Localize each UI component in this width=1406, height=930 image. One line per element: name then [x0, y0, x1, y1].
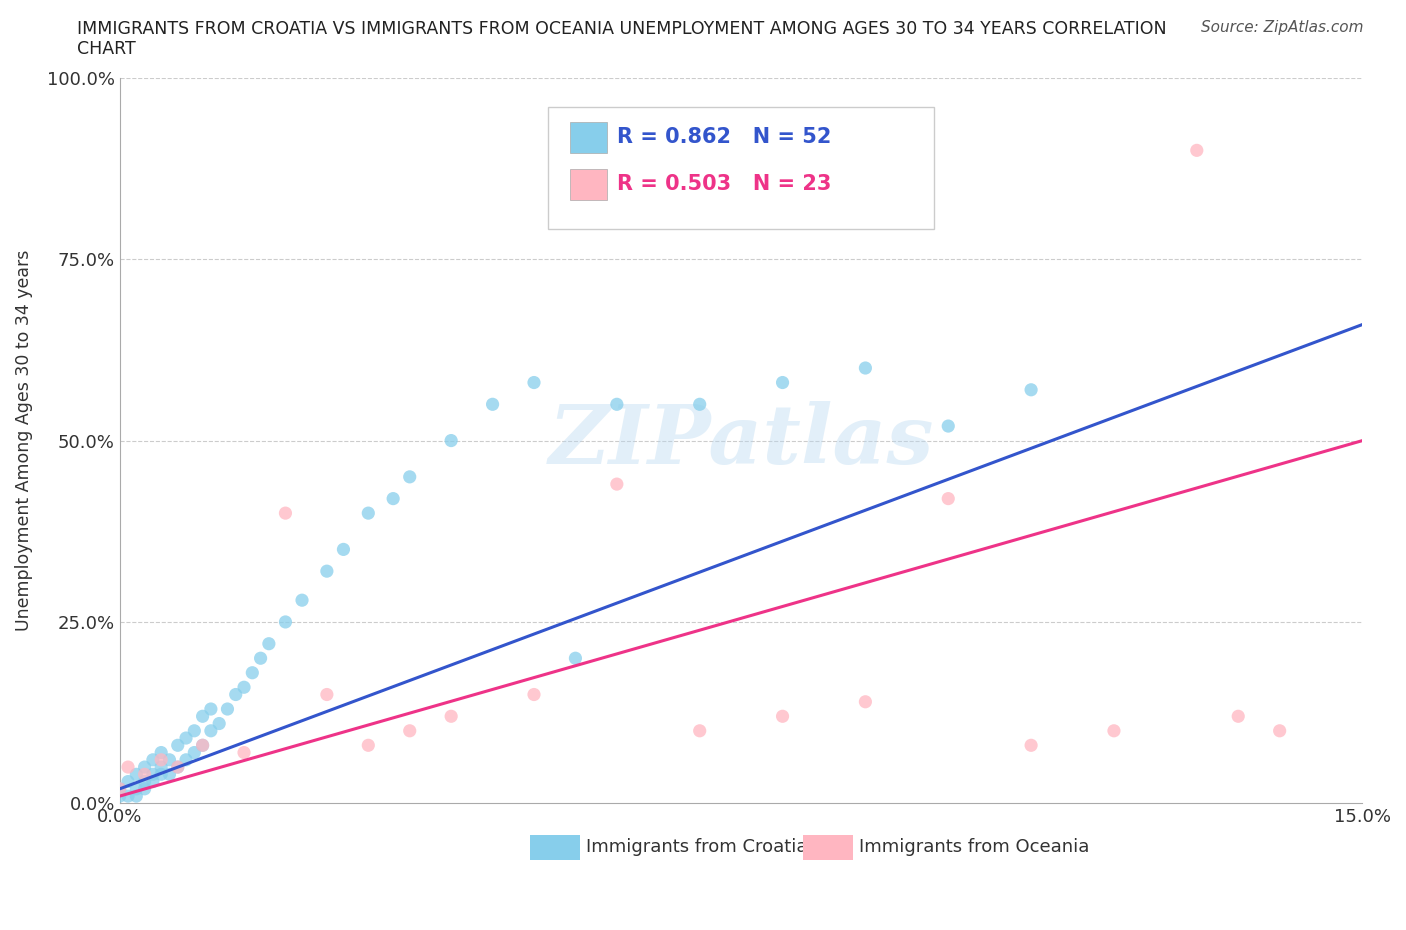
Point — [772, 709, 794, 724]
Point — [240, 665, 263, 680]
Point — [134, 774, 156, 789]
Point — [166, 737, 188, 752]
Point — [315, 687, 337, 702]
Point — [142, 752, 165, 767]
Point — [1185, 143, 1208, 158]
Point — [689, 397, 711, 412]
Point — [125, 789, 148, 804]
Point — [125, 767, 148, 782]
Point — [150, 760, 173, 775]
Point — [174, 752, 197, 767]
Bar — [803, 834, 853, 860]
Point — [134, 767, 156, 782]
Point — [523, 375, 546, 390]
Point — [208, 716, 231, 731]
Point — [150, 767, 173, 782]
Point — [1102, 724, 1125, 738]
Point — [249, 651, 271, 666]
Point — [936, 491, 959, 506]
Point — [191, 737, 214, 752]
Point — [357, 506, 380, 521]
Point — [142, 767, 165, 782]
Point — [772, 375, 794, 390]
Point — [274, 615, 297, 630]
Point — [1268, 724, 1291, 738]
Text: Immigrants from Croatia: Immigrants from Croatia — [586, 838, 807, 856]
Point — [855, 361, 877, 376]
Point — [225, 687, 247, 702]
Text: IMMIGRANTS FROM CROATIA VS IMMIGRANTS FROM OCEANIA UNEMPLOYMENT AMONG AGES 30 TO: IMMIGRANTS FROM CROATIA VS IMMIGRANTS FR… — [77, 20, 1167, 38]
Point — [159, 752, 181, 767]
Point — [117, 760, 139, 775]
Point — [332, 542, 354, 557]
Point — [1019, 737, 1042, 752]
Point — [191, 737, 214, 752]
Point — [440, 709, 463, 724]
Bar — [530, 834, 579, 860]
Point — [936, 418, 959, 433]
Text: Source: ZipAtlas.com: Source: ZipAtlas.com — [1201, 20, 1364, 35]
Bar — [569, 169, 607, 200]
Point — [257, 636, 280, 651]
Point — [291, 592, 314, 607]
Y-axis label: Unemployment Among Ages 30 to 34 years: Unemployment Among Ages 30 to 34 years — [15, 250, 32, 631]
Point — [166, 760, 188, 775]
Point — [166, 760, 188, 775]
Point — [159, 767, 181, 782]
Point — [382, 491, 405, 506]
Point — [606, 397, 628, 412]
Point — [134, 781, 156, 796]
Point — [398, 724, 420, 738]
Point — [564, 651, 586, 666]
Point — [689, 724, 711, 738]
Point — [855, 695, 877, 710]
Point — [1019, 382, 1042, 397]
Point — [183, 745, 205, 760]
Text: R = 0.503   N = 23: R = 0.503 N = 23 — [617, 175, 831, 194]
Point — [174, 731, 197, 746]
Point — [183, 724, 205, 738]
Point — [440, 433, 463, 448]
Point — [108, 781, 131, 796]
Point — [233, 680, 256, 695]
Point — [134, 760, 156, 775]
Point — [142, 774, 165, 789]
Point — [357, 737, 380, 752]
Point — [125, 781, 148, 796]
Point — [150, 745, 173, 760]
Point — [481, 397, 503, 412]
Point — [108, 789, 131, 804]
Point — [1227, 709, 1250, 724]
Point — [606, 477, 628, 492]
FancyBboxPatch shape — [548, 107, 934, 229]
Point — [274, 506, 297, 521]
Point — [150, 752, 173, 767]
Point — [233, 745, 256, 760]
Text: CHART: CHART — [77, 40, 136, 58]
Text: R = 0.862   N = 52: R = 0.862 N = 52 — [617, 127, 831, 147]
Text: ZIPatlas: ZIPatlas — [548, 401, 934, 481]
Point — [108, 781, 131, 796]
Point — [200, 701, 222, 716]
Point — [200, 724, 222, 738]
Point — [315, 564, 337, 578]
Point — [191, 709, 214, 724]
Point — [117, 774, 139, 789]
Point — [117, 789, 139, 804]
Point — [217, 701, 239, 716]
Point — [523, 687, 546, 702]
Point — [398, 470, 420, 485]
Bar — [569, 122, 607, 153]
Text: Immigrants from Oceania: Immigrants from Oceania — [859, 838, 1090, 856]
